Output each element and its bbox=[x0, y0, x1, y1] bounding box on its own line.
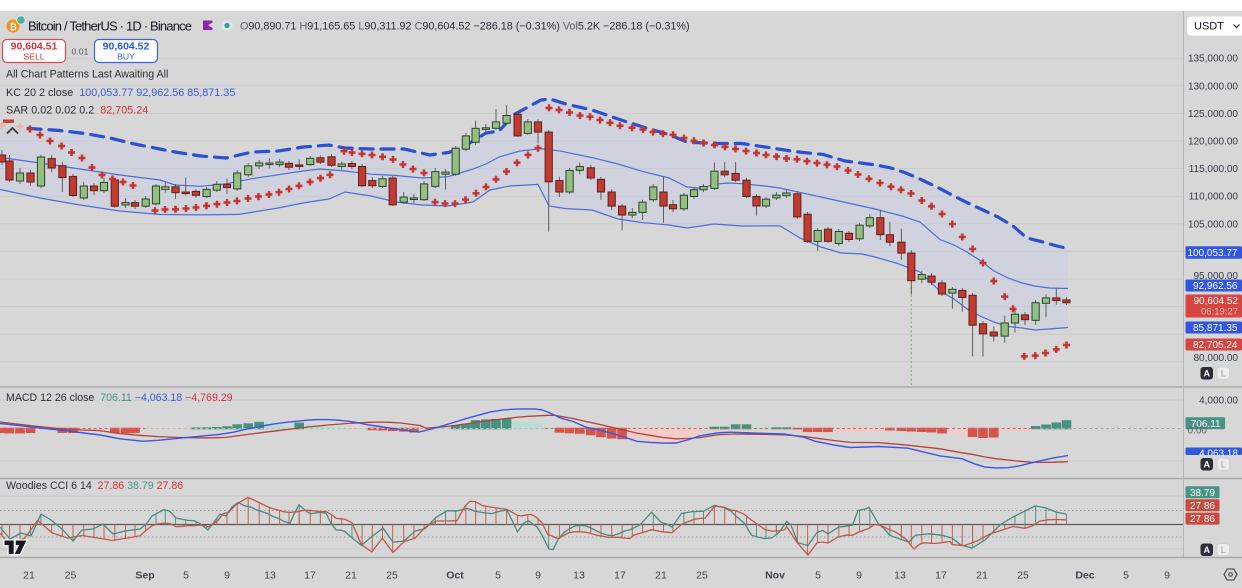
svg-text:A: A bbox=[1203, 545, 1210, 555]
svg-text:4,063.18: 4,063.18 bbox=[1199, 449, 1238, 460]
svg-text:13: 13 bbox=[264, 570, 276, 582]
svg-text:A: A bbox=[1203, 460, 1210, 470]
svg-text:0.00: 0.00 bbox=[1188, 426, 1208, 437]
svg-text:80,000.00: 80,000.00 bbox=[1194, 353, 1239, 364]
svg-text:Bitcoin / TetherUS · 1D · Bina: Bitcoin / TetherUS · 1D · Binance bbox=[28, 19, 192, 34]
svg-text:27.86: 27.86 bbox=[1190, 514, 1215, 525]
svg-text:125,000.00: 125,000.00 bbox=[1188, 109, 1238, 120]
svg-text:100,053.77: 100,053.77 bbox=[1187, 248, 1237, 259]
svg-text:25: 25 bbox=[696, 570, 708, 582]
svg-text:90,604.51: 90,604.51 bbox=[11, 41, 58, 53]
svg-text:9: 9 bbox=[535, 570, 541, 582]
svg-text:Nov: Nov bbox=[765, 570, 785, 582]
svg-text:27.86: 27.86 bbox=[1190, 501, 1215, 512]
svg-text:105,000.00: 105,000.00 bbox=[1188, 219, 1238, 230]
svg-text:17: 17 bbox=[935, 570, 947, 582]
svg-text:5: 5 bbox=[815, 570, 821, 582]
svg-text:21: 21 bbox=[976, 570, 988, 582]
svg-text:USDT: USDT bbox=[1194, 21, 1224, 33]
svg-text:85,871.35: 85,871.35 bbox=[1193, 323, 1238, 334]
svg-text:All Chart Patterns Last Awaiti: All Chart Patterns Last Awaiting All bbox=[6, 69, 168, 81]
svg-text:L: L bbox=[1221, 369, 1226, 379]
svg-text:O90,890.71 H91,165.65 L90,311.: O90,890.71 H91,165.65 L90,311.92 C90,604… bbox=[240, 21, 690, 33]
svg-text:90,604.52: 90,604.52 bbox=[103, 41, 150, 53]
svg-text:17: 17 bbox=[614, 570, 626, 582]
svg-text:82,705.24: 82,705.24 bbox=[1193, 340, 1238, 351]
svg-text:706.11: 706.11 bbox=[1191, 419, 1221, 430]
svg-text:SELL: SELL bbox=[23, 52, 44, 62]
svg-text:120,000.00: 120,000.00 bbox=[1188, 137, 1238, 148]
svg-text:Dec: Dec bbox=[1075, 570, 1094, 582]
svg-text:L: L bbox=[1221, 545, 1226, 555]
svg-text:5: 5 bbox=[495, 570, 501, 582]
svg-text:4,000.00: 4,000.00 bbox=[1199, 396, 1238, 407]
svg-text:9: 9 bbox=[1164, 570, 1170, 582]
svg-text:21: 21 bbox=[23, 570, 35, 582]
svg-text:110,000.00: 110,000.00 bbox=[1189, 192, 1239, 203]
svg-text:115,000.00: 115,000.00 bbox=[1189, 164, 1239, 175]
svg-text:135,000.00: 135,000.00 bbox=[1188, 54, 1238, 65]
svg-text:9: 9 bbox=[856, 570, 862, 582]
svg-text:BUY: BUY bbox=[117, 52, 135, 62]
svg-text:38.79: 38.79 bbox=[1190, 488, 1215, 499]
svg-text:5: 5 bbox=[183, 570, 189, 582]
svg-text:SAR 0.02 0.02 0.2 82,705.24: SAR 0.02 0.02 0.2 82,705.24 bbox=[6, 105, 148, 117]
svg-text:17: 17 bbox=[304, 570, 316, 582]
svg-text:06:19:27: 06:19:27 bbox=[1201, 307, 1238, 318]
svg-text:130,000.00: 130,000.00 bbox=[1188, 81, 1238, 92]
svg-text:13: 13 bbox=[573, 570, 585, 582]
svg-text:Oct: Oct bbox=[446, 570, 464, 582]
svg-text:92,962.56: 92,962.56 bbox=[1193, 281, 1238, 292]
svg-text:₿: ₿ bbox=[9, 22, 16, 32]
svg-text:90,604.52: 90,604.52 bbox=[1194, 296, 1239, 307]
svg-text:25: 25 bbox=[65, 570, 77, 582]
svg-text:5: 5 bbox=[1123, 570, 1129, 582]
svg-text:95,000.00: 95,000.00 bbox=[1194, 271, 1239, 282]
svg-text:13: 13 bbox=[894, 570, 906, 582]
svg-text:L: L bbox=[1221, 460, 1226, 470]
svg-text:21: 21 bbox=[655, 570, 667, 582]
svg-text:25: 25 bbox=[386, 570, 398, 582]
svg-text:Sep: Sep bbox=[135, 570, 154, 582]
svg-text:25: 25 bbox=[1017, 570, 1029, 582]
svg-text:9: 9 bbox=[224, 570, 230, 582]
svg-text:Woodies CCI 6 14 27.86 38.79: Woodies CCI 6 14 27.86 38.79 27.86 bbox=[6, 480, 183, 492]
svg-text:21: 21 bbox=[345, 570, 357, 582]
svg-text:KC 20 2 close 100,053.77 92,9: KC 20 2 close 100,053.77 92,962.56 85,87… bbox=[6, 87, 235, 99]
svg-text:0.01: 0.01 bbox=[72, 47, 89, 57]
svg-text:A: A bbox=[1203, 369, 1210, 379]
svg-text:MACD 12 26 close 706.11 −4,06: MACD 12 26 close 706.11 −4,063.18 −4,769… bbox=[6, 392, 233, 404]
